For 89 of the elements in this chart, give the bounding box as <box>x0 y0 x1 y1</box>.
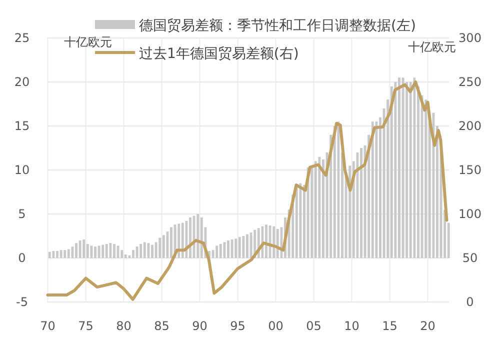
bar <box>102 244 104 258</box>
x-tick-label: 95 <box>230 319 246 333</box>
bar <box>181 222 184 258</box>
bar <box>337 122 340 258</box>
bar <box>116 246 120 258</box>
y-tick-label: -5 <box>16 295 28 309</box>
bar <box>158 238 162 258</box>
x-tick-label: 75 <box>78 319 94 333</box>
y2-tick-label: 200 <box>458 119 482 133</box>
bar <box>234 238 238 258</box>
bar <box>398 78 400 258</box>
bar <box>170 227 172 258</box>
y2-tick-label: 150 <box>458 163 482 177</box>
bar <box>390 86 393 258</box>
bar <box>227 240 230 258</box>
y-tick-label: 20 <box>14 75 30 89</box>
bar <box>151 244 154 258</box>
x-tick-label: 80 <box>116 319 132 333</box>
bar <box>318 156 321 258</box>
bar <box>67 249 70 258</box>
y2-tick-label: 50 <box>462 251 478 265</box>
bar <box>189 218 192 258</box>
bar <box>56 250 58 258</box>
bar <box>140 244 142 258</box>
y2-tick-label: 250 <box>458 75 482 89</box>
y-tick-label: 15 <box>14 119 30 133</box>
bar <box>52 250 55 258</box>
bar <box>82 240 86 258</box>
bar <box>196 214 200 258</box>
bar <box>75 243 78 258</box>
bar <box>178 224 180 258</box>
bar <box>86 244 89 258</box>
y-axis-title: 十亿欧元 <box>64 35 112 49</box>
bar <box>246 234 248 258</box>
bar <box>60 250 62 258</box>
bar <box>413 78 416 258</box>
bar <box>360 148 362 258</box>
legend-label: 德国贸易差额：季节性和工作日调整数据(左) <box>139 18 416 34</box>
bar <box>98 246 100 258</box>
bar <box>216 246 218 258</box>
legend-label: 过去1年德国贸易差额(右) <box>139 46 299 62</box>
y-tick-label: 10 <box>14 163 30 177</box>
bar <box>185 221 188 258</box>
x-tick-label: 05 <box>306 319 322 333</box>
bar <box>230 240 234 258</box>
bar <box>356 152 359 258</box>
bar <box>113 244 116 258</box>
x-tick-label: 90 <box>192 319 208 333</box>
bar <box>265 224 268 258</box>
bar <box>124 254 127 258</box>
x-tick-label: 00 <box>268 319 284 333</box>
y2-tick-label: 300 <box>458 31 482 45</box>
bar <box>64 250 66 258</box>
bar <box>250 232 252 258</box>
bar <box>154 242 158 258</box>
bar <box>143 242 146 258</box>
y-tick-label: 25 <box>14 31 30 45</box>
bar <box>432 112 435 258</box>
bar <box>219 244 222 258</box>
bar <box>200 218 203 258</box>
bar <box>268 225 272 258</box>
y-tick-label: 5 <box>18 207 26 221</box>
x-tick-label: 70 <box>40 319 56 333</box>
x-tick-label: 20 <box>420 319 436 333</box>
bar <box>136 246 138 258</box>
y2-axis-title: 十亿欧元 <box>408 40 456 54</box>
x-tick-label: 15 <box>382 319 398 333</box>
bar <box>162 235 165 258</box>
y-tick-label: 0 <box>18 251 26 265</box>
bar <box>314 161 317 258</box>
bar <box>48 252 51 258</box>
x-tick-label: 10 <box>344 319 360 333</box>
bar <box>109 243 112 258</box>
bar <box>105 244 108 258</box>
bar <box>147 243 150 258</box>
bar <box>132 250 134 258</box>
bar <box>223 242 226 258</box>
bar <box>71 246 74 258</box>
bar <box>238 236 241 258</box>
bar <box>299 183 302 258</box>
bar <box>94 246 96 258</box>
bar <box>242 236 245 258</box>
bar <box>90 246 93 258</box>
y2-tick-label: 100 <box>458 207 482 221</box>
bar <box>78 240 82 258</box>
bar <box>371 122 374 258</box>
bar <box>192 216 196 258</box>
y2-tick-label: 0 <box>466 295 474 309</box>
x-tick-label: 85 <box>154 319 170 333</box>
